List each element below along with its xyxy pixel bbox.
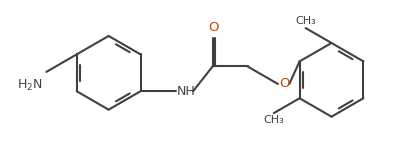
Text: O: O bbox=[279, 78, 289, 90]
Text: H$_2$N: H$_2$N bbox=[17, 78, 43, 93]
Text: CH₃: CH₃ bbox=[295, 16, 316, 26]
Text: O: O bbox=[209, 21, 219, 34]
Text: NH: NH bbox=[177, 85, 195, 98]
Text: CH₃: CH₃ bbox=[263, 115, 284, 125]
